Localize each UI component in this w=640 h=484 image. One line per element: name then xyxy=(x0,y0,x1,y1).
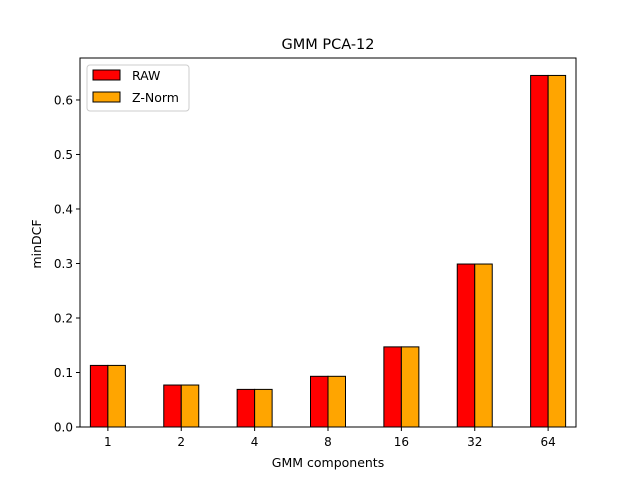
bar-z-norm-16 xyxy=(400,346,420,428)
bar-raw-8 xyxy=(310,375,329,428)
bar-raw-16 xyxy=(383,346,402,428)
y-axis-label: minDCF xyxy=(29,219,44,268)
y-tick-label-0.4: 0.4 xyxy=(54,202,73,216)
y-tick-label-0.0: 0.0 xyxy=(54,421,73,435)
legend-swatch-raw xyxy=(92,69,121,81)
legend-label-z-norm: Z-Norm xyxy=(132,90,179,105)
x-tick-label-16: 16 xyxy=(394,435,409,449)
bar-z-norm-4 xyxy=(254,388,273,428)
bar-raw-32 xyxy=(456,263,476,428)
y-tick-label-0.3: 0.3 xyxy=(54,257,73,271)
legend-label-raw: RAW xyxy=(132,68,160,83)
bar-raw-1 xyxy=(89,364,109,428)
bar-raw-4 xyxy=(236,388,256,428)
y-tick-label-0.5: 0.5 xyxy=(54,148,73,162)
bar-z-norm-8 xyxy=(327,375,346,428)
axes-layer: 1 2 4 8 16 32 64 0.0 0.1 0.2 0.3 0.4 0.5 0.6 xyxy=(54,57,577,449)
bar-raw-64 xyxy=(530,74,549,428)
x-tick-label-8: 8 xyxy=(324,435,332,449)
x-axis-label: GMM components xyxy=(272,455,384,470)
legend: RAW Z-Norm xyxy=(86,64,190,112)
y-tick-label-0.2: 0.2 xyxy=(54,311,73,325)
x-tick-label-64: 64 xyxy=(540,435,555,449)
bar-z-norm-32 xyxy=(474,263,493,428)
legend-swatch-z-norm xyxy=(92,91,121,103)
x-tick-label-1: 1 xyxy=(104,435,112,449)
y-tick-label-0.6: 0.6 xyxy=(54,93,73,107)
bar-raw-2 xyxy=(163,384,182,428)
x-tick-label-2: 2 xyxy=(177,435,185,449)
y-tick-label-0.1: 0.1 xyxy=(54,366,73,380)
bar-z-norm-1 xyxy=(107,364,126,428)
chart-title: GMM PCA-12 xyxy=(281,37,374,53)
x-tick-label-32: 32 xyxy=(467,435,482,449)
bar-z-norm-2 xyxy=(180,384,200,428)
bar-z-norm-64 xyxy=(547,74,567,428)
x-tick-label-4: 4 xyxy=(251,435,259,449)
